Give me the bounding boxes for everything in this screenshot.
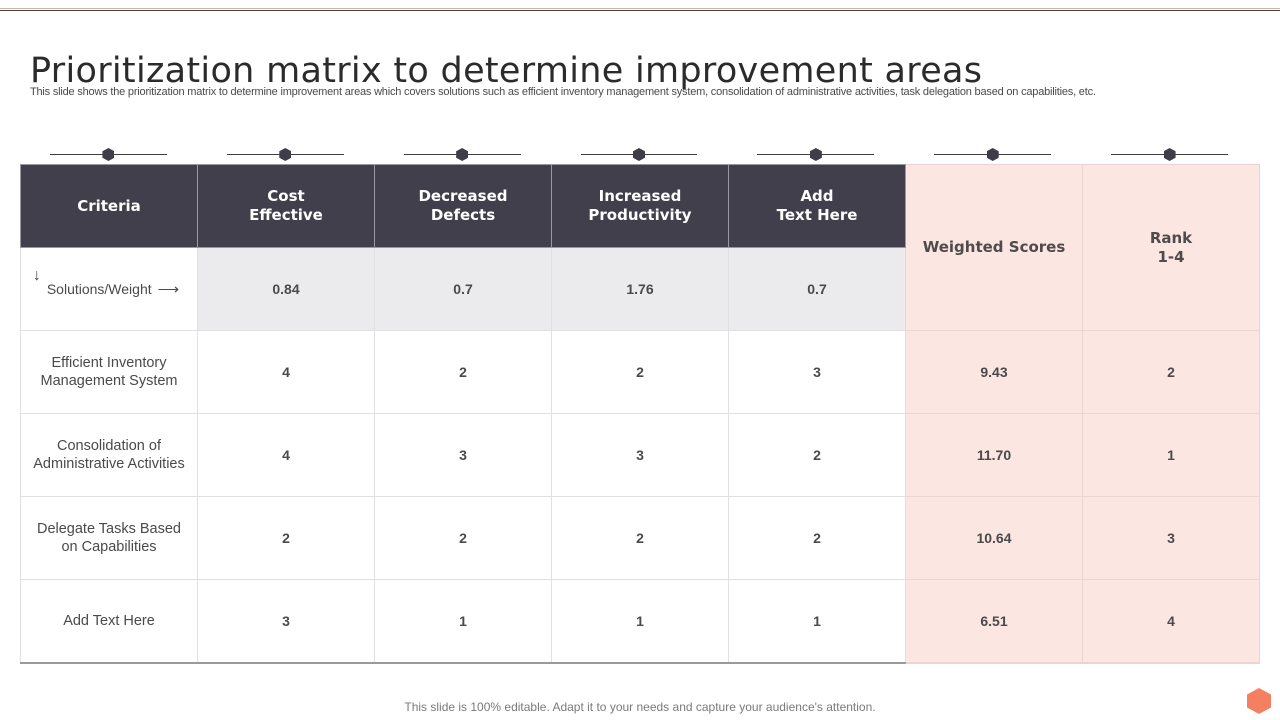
weight-decreased-defects: 0.7: [374, 247, 552, 331]
score-cell: 1: [551, 579, 729, 664]
header-label-line1: Increased: [598, 187, 682, 205]
weighted-score-cell: 10.64: [905, 496, 1083, 580]
weighted-score-cell: 11.70: [905, 413, 1083, 497]
score-cell: 2: [374, 330, 552, 414]
header-cost-effective: Cost Effective: [197, 164, 375, 248]
solution-label-line1: Consolidation of: [57, 438, 161, 454]
connector-cost-effective: [197, 146, 374, 162]
table-row: Consolidation of Administrative Activitie…: [20, 413, 1260, 497]
rank-cell: 1: [1082, 413, 1260, 497]
header-increased-productivity: Increased Productivity: [551, 164, 729, 248]
solution-label: Add Text Here: [20, 579, 198, 664]
header-decreased-defects: Decreased Defects: [374, 164, 552, 248]
solution-label-line2: Management System: [40, 373, 178, 389]
table-row: Add Text Here 3 1 1 1 6.51 4: [20, 579, 1260, 664]
connector-rank: [1081, 146, 1258, 162]
score-cell: 2: [197, 496, 375, 580]
slide-title: Prioritization matrix to determine impro…: [30, 51, 983, 92]
weight-row: ↓ Solutions/Weight ⟶ 0.84 0.7 1.76 0.7: [20, 247, 1260, 331]
header-label-line1: Cost: [267, 187, 305, 205]
hexagon-dot-icon: [102, 148, 115, 161]
connector-decreased-defects: [374, 146, 551, 162]
rank-cell: 3: [1082, 496, 1260, 580]
header-label-line1: Decreased: [418, 187, 508, 205]
header-weighted-scores: Weighted Scores: [905, 164, 1083, 331]
hexagon-dot-icon: [279, 148, 292, 161]
solutions-weight-label: ↓ Solutions/Weight ⟶: [33, 267, 180, 299]
header-label-line2: Productivity: [588, 206, 692, 224]
header-label-line1: Rank: [1149, 228, 1193, 247]
header-row: Criteria Cost Effective Decreased Defects …: [20, 164, 1260, 331]
score-cell: 3: [728, 330, 906, 414]
score-cell: 3: [551, 413, 729, 497]
score-cell: 2: [551, 330, 729, 414]
solution-label-line1: Efficient Inventory: [51, 355, 167, 371]
solution-label-line2: on Capabilities: [61, 539, 157, 555]
slide-subtitle: This slide shows the prioritization matr…: [30, 86, 1096, 98]
header-weighted-scores-label: Weighted Scores: [922, 238, 1066, 256]
solution-label-line2: Administrative Activities: [33, 456, 185, 472]
score-cell: 3: [374, 413, 552, 497]
hexagon-dot-icon: [809, 148, 822, 161]
arrow-right-icon: ⟶: [157, 280, 180, 298]
header-rank: Rank 1-4: [1082, 164, 1260, 331]
connector-weighted-scores: [904, 146, 1081, 162]
hexagon-dot-icon: [986, 148, 999, 161]
score-cell: 2: [374, 496, 552, 580]
hexagon-dot-icon: [633, 148, 645, 161]
score-cell: 2: [728, 496, 906, 580]
score-cell: 1: [374, 579, 552, 664]
weighted-score-cell: 6.51: [905, 579, 1083, 664]
header-label-line2: 1-4: [1157, 247, 1185, 266]
top-rule-light: [0, 8, 1280, 9]
hexagon-dot-icon: [1163, 148, 1176, 161]
prioritization-matrix-table: Criteria Cost Effective Decreased Defects …: [20, 164, 1260, 664]
score-cell: 1: [728, 579, 906, 664]
connector-criteria: [20, 146, 197, 162]
header-label-line2: Defects: [430, 206, 496, 224]
connector-increased-productivity: [551, 146, 728, 162]
score-cell: 2: [551, 496, 729, 580]
rank-cell: 2: [1082, 330, 1260, 414]
score-cell: 4: [197, 330, 375, 414]
score-cell: 3: [197, 579, 375, 664]
arrow-down-icon: ↓: [32, 266, 41, 284]
header-label-line1: Add: [800, 187, 834, 205]
weighted-score-cell: 9.43: [905, 330, 1083, 414]
weight-increased-productivity: 1.76: [551, 247, 729, 331]
slide-footer-note: This slide is 100% editable. Adapt it to…: [404, 700, 876, 714]
header-add-text: Add Text Here: [728, 164, 906, 248]
score-cell: 4: [197, 413, 375, 497]
header-criteria: Criteria: [20, 164, 198, 248]
solution-label: Delegate Tasks Based on Capabilities: [20, 496, 198, 580]
connector-add-text: [727, 146, 904, 162]
rank-cell: 4: [1082, 579, 1260, 664]
hexagon-dot-icon: [456, 148, 469, 161]
table-row: Delegate Tasks Based on Capabilities 2 2 …: [20, 496, 1260, 580]
solution-label-line1: Delegate Tasks Based: [36, 521, 182, 537]
header-criteria-label: Criteria: [77, 196, 141, 215]
top-rule-dark: [0, 10, 1280, 11]
weight-add-text: 0.7: [728, 247, 906, 331]
header-label-line2: Effective: [249, 206, 323, 224]
solution-label: Consolidation of Administrative Activitie…: [20, 413, 198, 497]
solutions-weight-label-cell: ↓ Solutions/Weight ⟶: [20, 247, 198, 331]
score-cell: 2: [728, 413, 906, 497]
column-connectors: [20, 146, 1258, 162]
table-row: Efficient Inventory Management System 4 2…: [20, 330, 1260, 414]
solution-label-line1: Add Text Here: [63, 613, 155, 629]
weight-cost-effective: 0.84: [197, 247, 375, 331]
solution-label: Efficient Inventory Management System: [20, 330, 198, 414]
header-label-line2: Text Here: [776, 206, 858, 224]
solutions-weight-text: Solutions/Weight: [46, 280, 152, 297]
